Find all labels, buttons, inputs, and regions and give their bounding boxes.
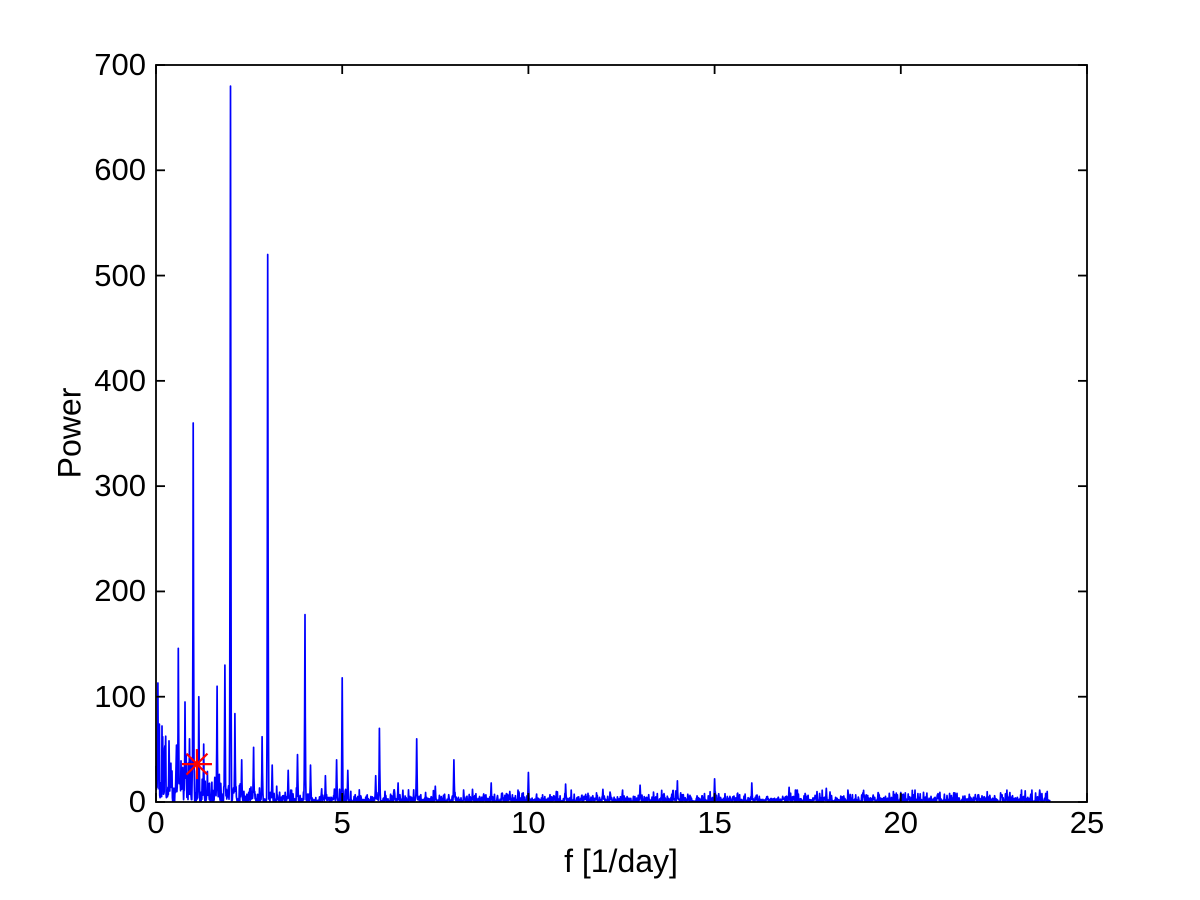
axes-box xyxy=(155,64,1088,803)
y-tick-label: 300 xyxy=(94,468,146,504)
y-tick-label: 200 xyxy=(94,573,146,609)
y-tick-label: 0 xyxy=(128,784,146,819)
y-axis-label: Power xyxy=(51,387,88,479)
peak-marker-asterisk xyxy=(181,749,212,780)
spectrum-line xyxy=(155,85,1051,803)
x-tick-label: 20 xyxy=(883,805,919,840)
y-tick-label: 700 xyxy=(94,47,146,82)
x-tick-label: 5 xyxy=(333,805,351,840)
x-tick-label: 10 xyxy=(511,805,546,840)
marker-spoke xyxy=(185,752,209,776)
axis-ticks xyxy=(155,64,1088,803)
y-tick-label: 600 xyxy=(94,152,146,188)
x-axis-label: f [1/day] xyxy=(564,843,678,879)
x-tick-label: 15 xyxy=(697,805,732,840)
x-tick-label: 25 xyxy=(1069,805,1105,840)
y-tick-label: 500 xyxy=(94,257,146,293)
y-tick-label: 400 xyxy=(94,362,146,398)
y-tick-label: 100 xyxy=(94,678,146,714)
x-tick-label: 0 xyxy=(147,805,165,840)
